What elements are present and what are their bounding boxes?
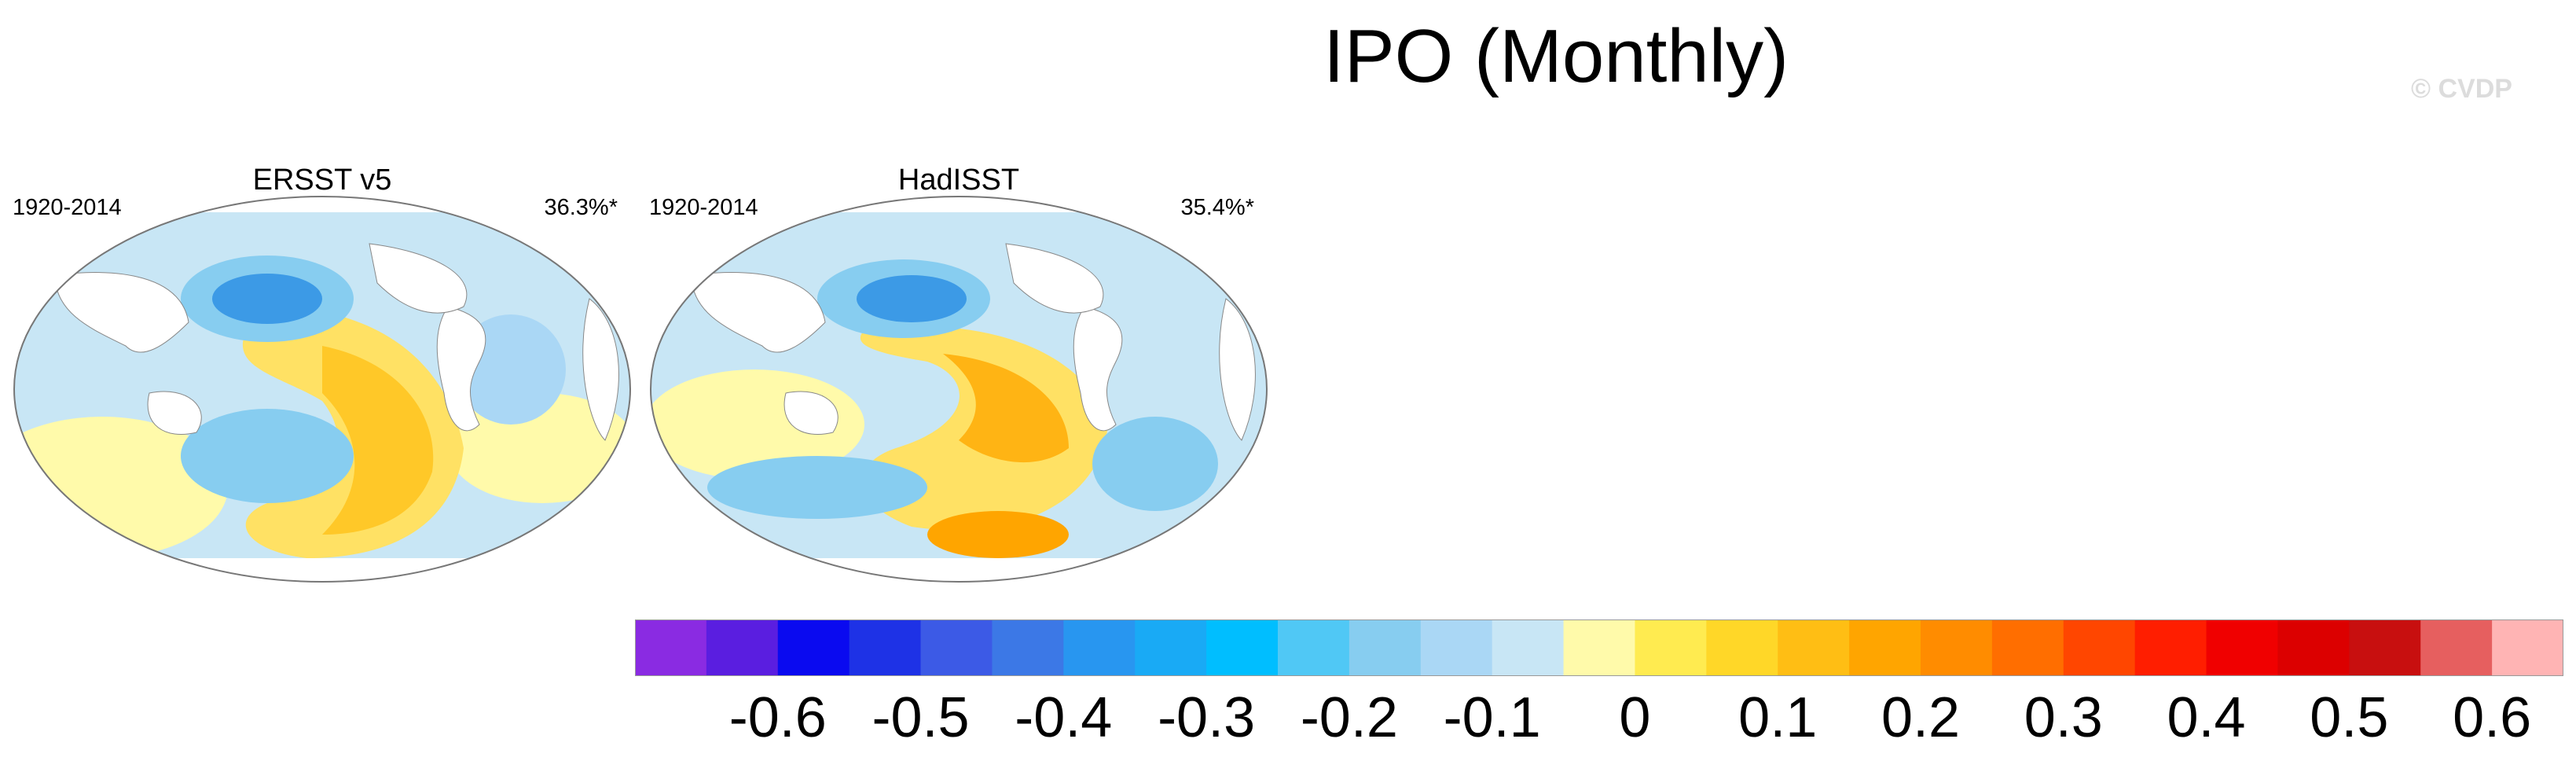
colorbar-tick-label: -0.6 bbox=[728, 686, 827, 749]
colorbar-tick-label: 0.2 bbox=[1881, 686, 1961, 749]
colorbar-tick-label: -0.2 bbox=[1300, 686, 1398, 749]
colorbar-tick-label: 0 bbox=[1619, 686, 1651, 749]
arctic bbox=[14, 197, 630, 212]
continent-americas bbox=[436, 306, 486, 432]
continent-australia bbox=[783, 391, 838, 436]
panel-years: 1920-2014 bbox=[13, 195, 122, 220]
continent-asia bbox=[54, 272, 189, 353]
colorbar-swatch bbox=[1063, 619, 1136, 676]
continent-australia bbox=[147, 391, 202, 436]
colorbar-swatch bbox=[2492, 619, 2563, 676]
arctic bbox=[651, 197, 1267, 212]
continent-north-america bbox=[1005, 243, 1104, 314]
sst-map bbox=[650, 196, 1268, 583]
continent-americas bbox=[1073, 306, 1123, 432]
colorbar-swatch bbox=[1778, 619, 1850, 676]
colorbar-tick-label: 0.3 bbox=[2024, 686, 2103, 749]
colorbar-tick-label: -0.4 bbox=[1015, 686, 1113, 749]
colorbar-swatch bbox=[1349, 619, 1422, 676]
globe-outline bbox=[13, 196, 631, 583]
colorbar-swatch bbox=[635, 619, 707, 676]
colorbar-swatch bbox=[1849, 619, 1921, 676]
pattern-cool bbox=[707, 456, 927, 519]
sst-map bbox=[13, 196, 631, 583]
pattern-cool bbox=[181, 409, 354, 503]
continent-africa bbox=[582, 298, 619, 441]
colorbar-swatch bbox=[2420, 619, 2493, 676]
pattern-cool bbox=[1092, 417, 1218, 511]
panel-years: 1920-2014 bbox=[649, 195, 758, 220]
colorbar-labels: -0.6 -0.5 -0.4 -0.3 -0.2 -0.1 0 0.1 0.2 0.3 0.4 0.5… bbox=[635, 682, 2563, 753]
colorbar-swatch bbox=[1492, 619, 1565, 676]
pattern-cool-strong bbox=[212, 274, 322, 324]
pattern-warm-strong bbox=[943, 354, 1069, 463]
colorbar-tick-label: -0.5 bbox=[872, 686, 970, 749]
colorbar-swatch bbox=[849, 619, 922, 676]
panel-title: ERSST v5 bbox=[252, 164, 392, 197]
colorbar bbox=[635, 619, 2563, 676]
colorbar-swatch bbox=[2063, 619, 2136, 676]
colorbar-swatch bbox=[2277, 619, 2350, 676]
colorbar-tick-label: -0.1 bbox=[1443, 686, 1541, 749]
panel-title: HadISST bbox=[897, 164, 1020, 197]
colorbar-swatch bbox=[1921, 619, 1993, 676]
figure-title: IPO (Monthly) bbox=[1323, 14, 1789, 98]
colorbar-swatch bbox=[1635, 619, 1707, 676]
panel-variance: 35.4%* bbox=[1180, 195, 1254, 220]
colorbar-swatch bbox=[2206, 619, 2278, 676]
colorbar-swatch bbox=[2349, 619, 2421, 676]
colorbar-swatch bbox=[1278, 619, 1350, 676]
pattern-cool-strong bbox=[857, 275, 967, 322]
colorbar-tick-label: 0.6 bbox=[2453, 686, 2532, 749]
colorbar-swatch bbox=[1991, 619, 2064, 676]
pattern-warm-strong bbox=[927, 511, 1069, 558]
colorbar-swatch bbox=[992, 619, 1064, 676]
map-panel-ersst: ERSST v5 1920-2014 36.3%* bbox=[8, 157, 637, 590]
map-panel-hadisst: HadISST 1920-2014 35.4%* bbox=[644, 157, 1273, 590]
colorbar-swatch bbox=[2134, 619, 2207, 676]
globe-outline bbox=[650, 196, 1268, 583]
colorbar-swatch bbox=[1420, 619, 1493, 676]
colorbar-swatch bbox=[1563, 619, 1635, 676]
colorbar-tick-label: -0.3 bbox=[1158, 686, 1256, 749]
colorbar-swatch bbox=[1135, 619, 1207, 676]
continent-north-america bbox=[369, 243, 468, 314]
continent-africa bbox=[1219, 298, 1256, 441]
antarctica bbox=[651, 558, 1267, 582]
colorbar-tick-label: 0.5 bbox=[2310, 686, 2389, 749]
colorbar-tick-label: 0.4 bbox=[2167, 686, 2246, 749]
panel-variance: 36.3%* bbox=[544, 195, 618, 220]
colorbar-swatch bbox=[1206, 619, 1279, 676]
colorbar-swatch bbox=[777, 619, 850, 676]
colorbar-swatch bbox=[706, 619, 779, 676]
colorbar-tick-label: 0.1 bbox=[1738, 686, 1818, 749]
pattern-warm-strong bbox=[322, 346, 434, 535]
continent-asia bbox=[691, 272, 826, 353]
antarctica bbox=[14, 558, 630, 582]
credit-watermark: © CVDP bbox=[2411, 74, 2512, 104]
colorbar-swatch bbox=[1706, 619, 1778, 676]
colorbar-swatch bbox=[920, 619, 993, 676]
